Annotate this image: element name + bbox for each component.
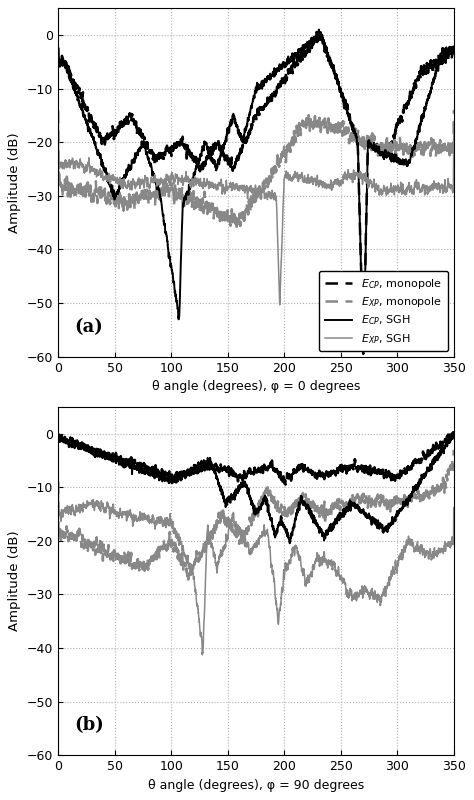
X-axis label: θ angle (degrees), φ = 90 degrees: θ angle (degrees), φ = 90 degrees [148, 778, 364, 792]
Text: (a): (a) [74, 318, 103, 336]
Legend: $E_{CP}$, monopole, $E_{XP}$, monopole, $E_{CP}$, SGH, $E_{XP}$, SGH: $E_{CP}$, monopole, $E_{XP}$, monopole, … [319, 271, 448, 351]
Y-axis label: Amplitude (dB): Amplitude (dB) [9, 132, 21, 233]
X-axis label: θ angle (degrees), φ = 0 degrees: θ angle (degrees), φ = 0 degrees [152, 380, 360, 393]
Text: (b): (b) [74, 716, 104, 734]
Y-axis label: Amplitude (dB): Amplitude (dB) [9, 530, 21, 631]
